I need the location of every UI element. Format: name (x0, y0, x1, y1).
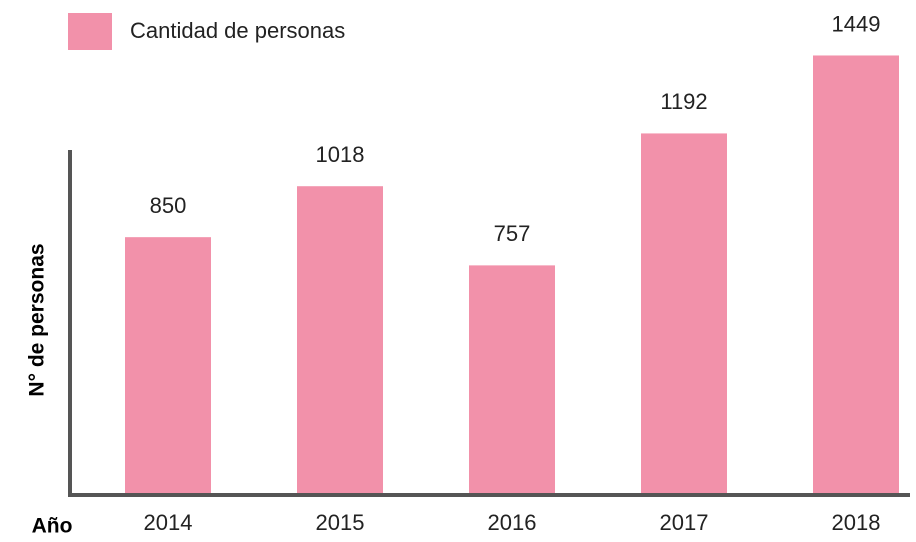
x-tick-label: 2016 (488, 510, 537, 535)
legend-label: Cantidad de personas (130, 18, 345, 43)
value-label: 1018 (316, 142, 365, 167)
x-axis-label: Año (32, 515, 73, 538)
bar (297, 186, 383, 495)
x-tick-label: 2018 (832, 510, 881, 535)
legend-swatch (68, 13, 112, 50)
bar (813, 55, 899, 495)
value-label: 1192 (660, 89, 707, 114)
value-label: 850 (150, 193, 187, 218)
x-tick-label: 2015 (316, 510, 365, 535)
bar (641, 133, 727, 495)
value-label: 757 (494, 221, 531, 246)
x-tick-label: 2014 (144, 510, 193, 535)
value-label: 1449 (832, 11, 881, 36)
x-tick-label: 2017 (660, 510, 709, 535)
bar (469, 265, 555, 495)
bar (125, 237, 211, 495)
y-axis-label: N° de personas (26, 243, 49, 396)
